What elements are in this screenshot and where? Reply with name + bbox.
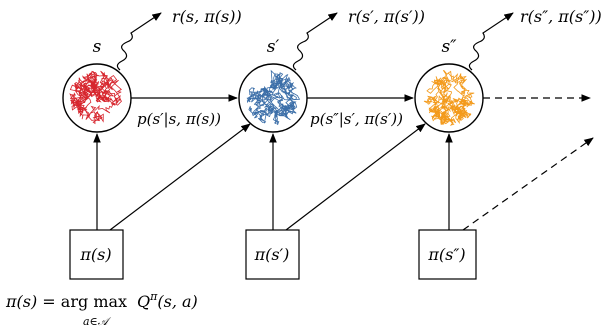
policy-box-s-double-prime: π(s″) <box>418 229 477 280</box>
policy-formula: π(s) = arg max a∈𝒜 Qπ(s, a) <box>5 290 198 328</box>
reward-arrow-s <box>116 12 162 71</box>
policy-label-s-double-prime: π(s″) <box>427 245 465 264</box>
diagonal-arrow-2 <box>285 123 426 231</box>
policy-box-s: π(s) <box>69 229 124 280</box>
reward-label-s: r(s, π(s)) <box>172 7 242 26</box>
reward-label-s-double-prime: r(s″, π(s″)) <box>520 7 602 26</box>
reward-arrow-s-double-prime <box>468 12 514 71</box>
reward-label-s-prime: r(s′, π(s′)) <box>348 7 425 26</box>
formula-operator: arg max <box>61 292 127 311</box>
diagonal-arrow-1 <box>109 123 251 231</box>
state-label-s-double-prime: s″ <box>441 37 457 57</box>
state-node-s-prime <box>238 63 308 133</box>
formula-superscript: π <box>149 290 158 303</box>
transition-label-1: p(s′|s, π(s)) <box>137 110 221 128</box>
policy-label-s: π(s) <box>79 245 111 264</box>
formula-q: Q <box>137 292 150 311</box>
state-label-s: s <box>93 37 102 57</box>
reward-arrow-s-prime <box>292 12 338 71</box>
formula-args: (s, a) <box>157 292 197 311</box>
svg-text:π(s) = arg max: π(s) = arg max <box>5 292 127 311</box>
svg-text:Qπ(s, a): Qπ(s, a) <box>137 290 198 311</box>
scribble-texture-s-double-prime <box>423 70 475 126</box>
policy-label-s-prime: π(s′) <box>254 245 290 264</box>
diagonal-arrow-future <box>462 137 594 231</box>
state-node-s <box>62 63 132 133</box>
formula-lhs: π(s) = <box>5 292 61 311</box>
formula-subscript: a∈𝒜 <box>83 315 112 328</box>
scribble-texture-s <box>69 70 123 125</box>
scribble-texture-s-prime <box>246 69 301 126</box>
transition-label-2: p(s″|s′, π(s′)) <box>310 110 403 128</box>
state-node-s-double-prime <box>414 63 484 133</box>
state-label-s-prime: s′ <box>267 37 280 57</box>
policy-box-s-prime: π(s′) <box>245 229 300 280</box>
